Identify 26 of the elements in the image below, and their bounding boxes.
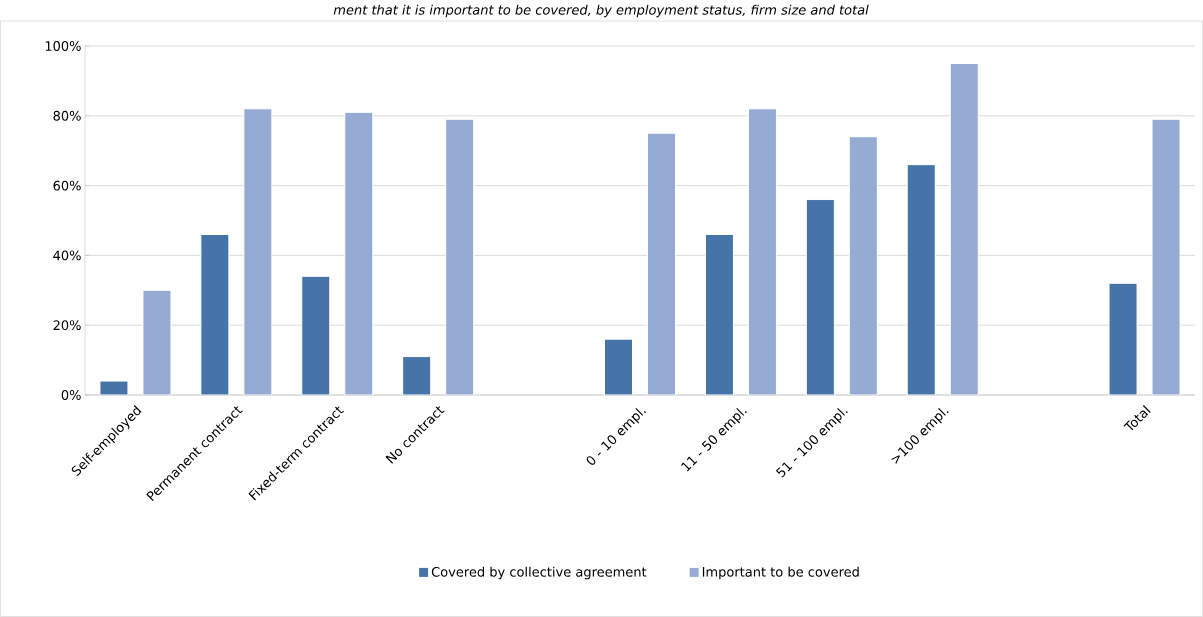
y-tick-label: 20% <box>53 320 81 331</box>
bar <box>344 111 374 395</box>
chart-title: ment that it is important to be covered, by employment status, firm size and total <box>333 4 869 18</box>
bar <box>906 164 936 395</box>
y-tick-label: 100% <box>45 41 81 51</box>
y-tick-label: 80% <box>53 110 81 121</box>
y-tick-label: 0% <box>61 390 81 400</box>
bar <box>704 233 734 395</box>
bar <box>805 199 835 395</box>
bar <box>647 132 676 395</box>
bar <box>445 118 475 395</box>
bar <box>1151 118 1181 395</box>
bar <box>243 108 273 395</box>
legend-label: Covered by collective agreement <box>431 566 647 580</box>
bar <box>747 108 777 395</box>
y-tick-label: 60% <box>53 180 81 191</box>
bar <box>848 136 878 395</box>
bar <box>1108 282 1138 395</box>
bar <box>949 62 979 395</box>
bar <box>142 289 172 395</box>
legend-label: Important to be covered <box>702 566 859 580</box>
y-tick-label: 40% <box>53 250 81 261</box>
bar <box>604 338 633 395</box>
bar <box>301 275 331 395</box>
bar <box>402 356 432 395</box>
bar <box>200 233 230 395</box>
